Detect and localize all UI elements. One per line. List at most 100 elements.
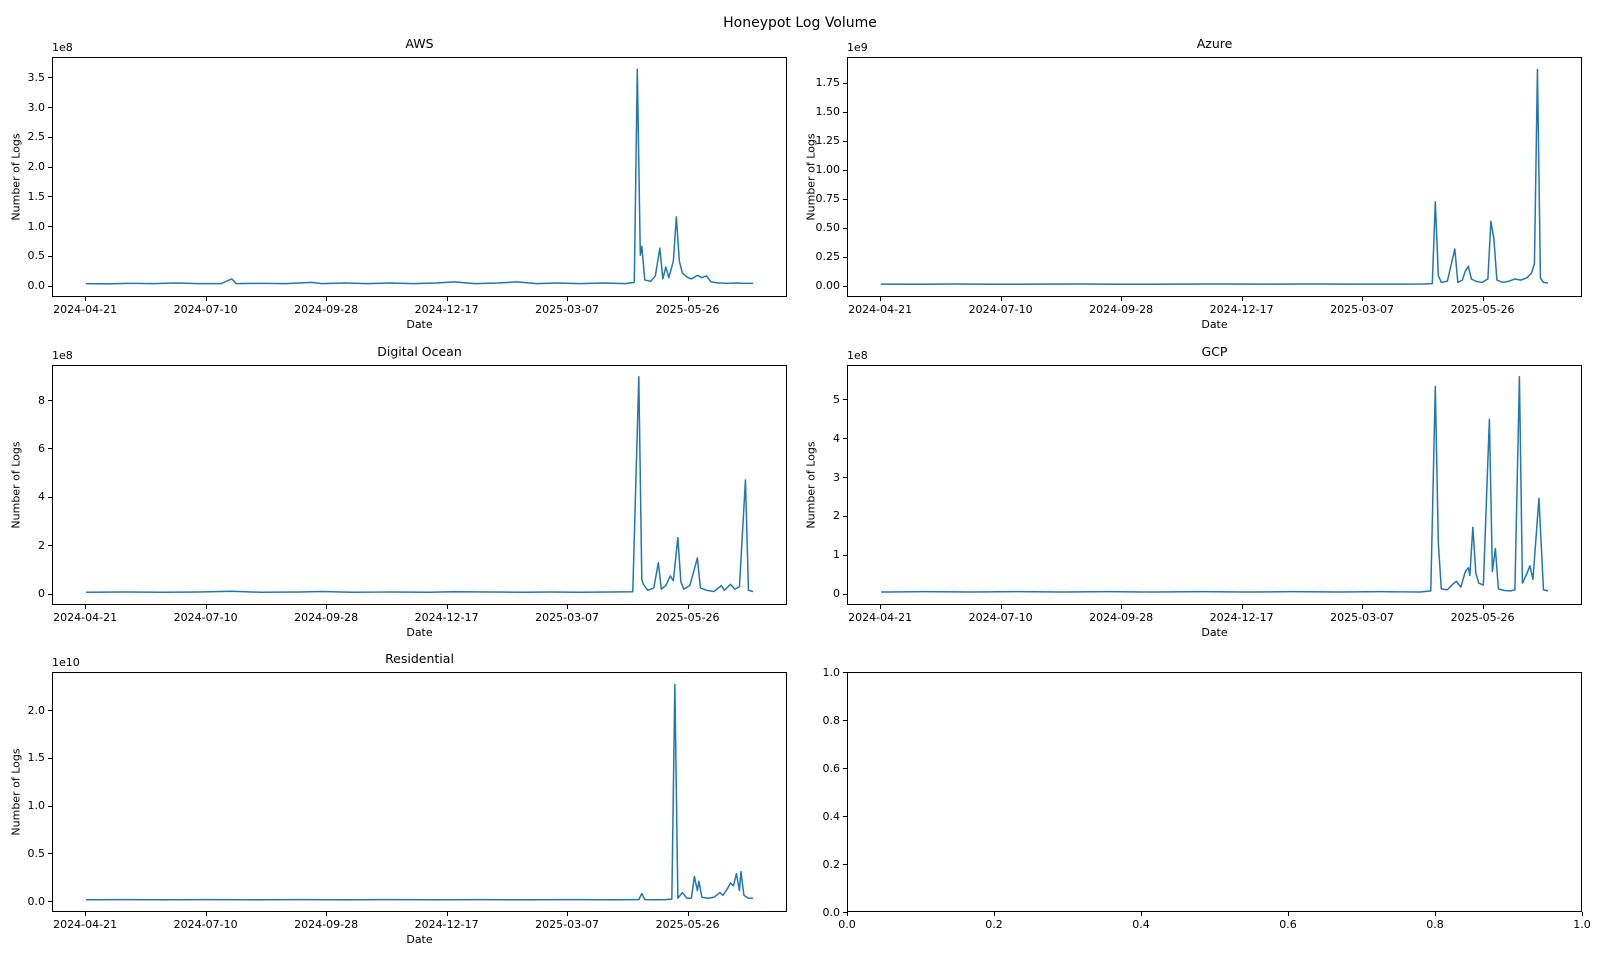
x-tick-mark xyxy=(1483,605,1484,609)
y-tick-mark xyxy=(48,901,52,902)
y-tick-label: 2.0 xyxy=(27,703,46,717)
x-tick-mark xyxy=(326,297,327,301)
x-tick-label: 2025-05-26 xyxy=(655,611,720,624)
line-series-gcp xyxy=(881,376,1549,593)
y-tick-mark xyxy=(843,286,847,287)
x-tick-mark xyxy=(688,605,689,609)
y-tick-mark xyxy=(48,286,52,287)
plot-area-aws xyxy=(86,68,753,285)
x-tick-mark xyxy=(567,605,568,609)
x-tick-mark xyxy=(1001,605,1002,609)
x-tick-label: 2024-12-17 xyxy=(414,303,479,316)
plot-area-azure xyxy=(881,68,1549,286)
subplot-title-digital-ocean: Digital Ocean xyxy=(377,344,462,359)
y-tick-mark xyxy=(48,77,52,78)
y-tick-mark xyxy=(48,594,52,595)
y-offset-label-digital-ocean: 1e8 xyxy=(52,349,73,362)
x-tick-mark xyxy=(1483,297,1484,301)
y-tick-label: 3.0 xyxy=(27,100,46,114)
axes-gcp xyxy=(847,365,1582,605)
x-tick-label: 2024-12-17 xyxy=(1209,611,1274,624)
x-tick-label: 2024-12-17 xyxy=(414,918,479,931)
y-tick-label: 1.00 xyxy=(815,163,841,177)
y-axis-label-aws: Number of Logs xyxy=(9,133,23,221)
x-tick-mark xyxy=(1141,912,1142,916)
y-tick-label: 6 xyxy=(38,441,45,455)
y-tick-label: 3 xyxy=(833,470,840,484)
line-series-digital-ocean xyxy=(86,376,754,593)
y-tick-label: 4 xyxy=(38,490,45,504)
line-series-azure xyxy=(881,68,1549,286)
y-tick-label: 0.6 xyxy=(822,761,841,775)
x-tick-mark xyxy=(1001,297,1002,301)
y-tick-mark xyxy=(48,256,52,257)
x-tick-mark xyxy=(1435,912,1436,916)
x-tick-label: 2024-07-10 xyxy=(968,303,1033,316)
axes-aws xyxy=(52,57,787,297)
x-tick-label: 2024-12-17 xyxy=(414,611,479,624)
y-tick-label: 1.25 xyxy=(815,134,841,148)
line-series-residential xyxy=(86,683,753,901)
x-tick-label: 2024-07-10 xyxy=(968,611,1033,624)
x-tick-label: 2024-04-21 xyxy=(53,918,118,931)
y-tick-mark xyxy=(48,400,52,401)
x-tick-mark xyxy=(1362,605,1363,609)
y-tick-mark xyxy=(48,497,52,498)
x-tick-label: 2025-03-07 xyxy=(535,303,600,316)
x-tick-mark xyxy=(1288,912,1289,916)
y-offset-label-gcp: 1e8 xyxy=(847,349,868,362)
x-tick-mark xyxy=(206,912,207,916)
y-tick-label: 0 xyxy=(38,587,45,601)
axes-digital-ocean xyxy=(52,365,787,605)
y-tick-label: 0.8 xyxy=(822,713,841,727)
y-tick-label: 1.5 xyxy=(27,751,46,765)
y-tick-label: 2.0 xyxy=(27,160,46,174)
y-tick-label: 0.5 xyxy=(27,249,46,263)
subplot-title-gcp: GCP xyxy=(1201,344,1228,359)
x-axis-label-gcp: Date xyxy=(1201,626,1228,639)
y-tick-label: 1.0 xyxy=(822,665,841,679)
y-tick-mark xyxy=(843,672,847,673)
plot-area-gcp xyxy=(881,376,1549,593)
x-tick-label: 2024-07-10 xyxy=(173,303,238,316)
x-tick-mark xyxy=(1242,297,1243,301)
x-tick-mark xyxy=(1242,605,1243,609)
x-tick-label: 2025-05-26 xyxy=(655,918,720,931)
y-tick-mark xyxy=(843,257,847,258)
y-tick-label: 8 xyxy=(38,393,45,407)
y-tick-mark xyxy=(48,853,52,854)
y-tick-label: 0.5 xyxy=(27,846,46,860)
x-tick-label: 2024-07-10 xyxy=(173,918,238,931)
x-tick-label: 2024-09-28 xyxy=(294,611,359,624)
line-series-aws xyxy=(86,68,753,285)
x-tick-mark xyxy=(1121,605,1122,609)
y-tick-mark xyxy=(843,477,847,478)
y-offset-label-azure: 1e9 xyxy=(847,41,868,54)
y-tick-mark xyxy=(843,516,847,517)
subplot-title-azure: Azure xyxy=(1196,36,1233,51)
y-tick-mark xyxy=(843,170,847,171)
x-tick-mark xyxy=(1582,912,1583,916)
x-tick-label: 2025-03-07 xyxy=(535,918,600,931)
x-tick-label: 2025-03-07 xyxy=(1330,303,1395,316)
x-tick-mark xyxy=(688,297,689,301)
y-tick-mark xyxy=(843,399,847,400)
y-tick-mark xyxy=(843,438,847,439)
x-tick-label: 0.0 xyxy=(838,918,856,931)
y-tick-mark xyxy=(48,710,52,711)
x-tick-mark xyxy=(688,912,689,916)
x-tick-label: 2024-04-21 xyxy=(53,611,118,624)
axes-residential xyxy=(52,672,787,912)
y-tick-mark xyxy=(843,768,847,769)
x-tick-label: 2025-05-26 xyxy=(1450,611,1515,624)
x-tick-label: 2024-12-17 xyxy=(1209,303,1274,316)
y-tick-label: 2.5 xyxy=(27,130,46,144)
figure-title: Honeypot Log Volume xyxy=(723,15,877,31)
x-tick-label: 0.8 xyxy=(1426,918,1444,931)
y-tick-mark xyxy=(843,594,847,595)
x-tick-mark xyxy=(326,605,327,609)
y-tick-mark xyxy=(843,83,847,84)
x-tick-mark xyxy=(206,605,207,609)
